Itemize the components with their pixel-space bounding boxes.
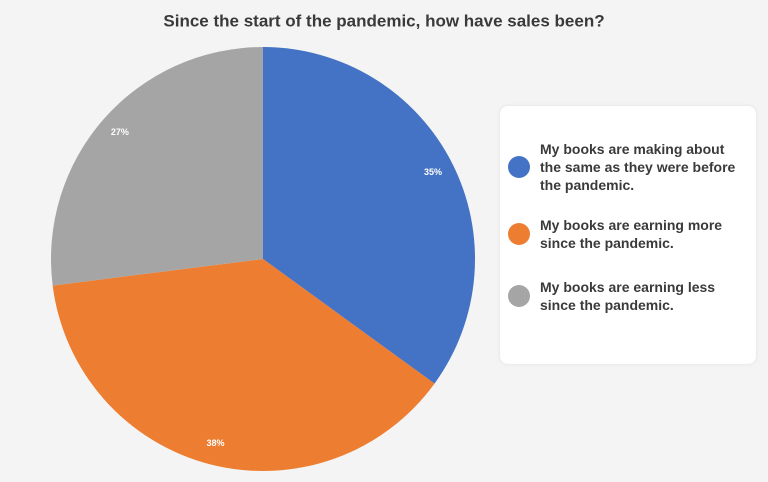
legend-label: My books are making about the same as th… bbox=[540, 141, 736, 193]
legend-swatch bbox=[508, 156, 530, 178]
legend-item: My books are earning more since the pand… bbox=[508, 216, 746, 252]
slice-label: 35% bbox=[424, 167, 442, 177]
pie-slice bbox=[263, 47, 475, 384]
slice-label: 27% bbox=[111, 127, 129, 137]
slice-label: 38% bbox=[207, 438, 225, 448]
pie-slice bbox=[50, 47, 263, 286]
legend-item: My books are making about the same as th… bbox=[508, 140, 746, 194]
legend-swatch bbox=[508, 223, 530, 245]
chart-title: Since the start of the pandemic, how hav… bbox=[163, 11, 604, 30]
legend-label: My books are earning more since the pand… bbox=[540, 217, 723, 251]
legend-item: My books are earning less since the pand… bbox=[508, 278, 746, 314]
legend-label: My books are earning less since the pand… bbox=[540, 279, 716, 313]
legend-swatch bbox=[508, 285, 530, 307]
pie-slice bbox=[52, 259, 435, 471]
legend: My books are making about the same as th… bbox=[500, 106, 756, 364]
